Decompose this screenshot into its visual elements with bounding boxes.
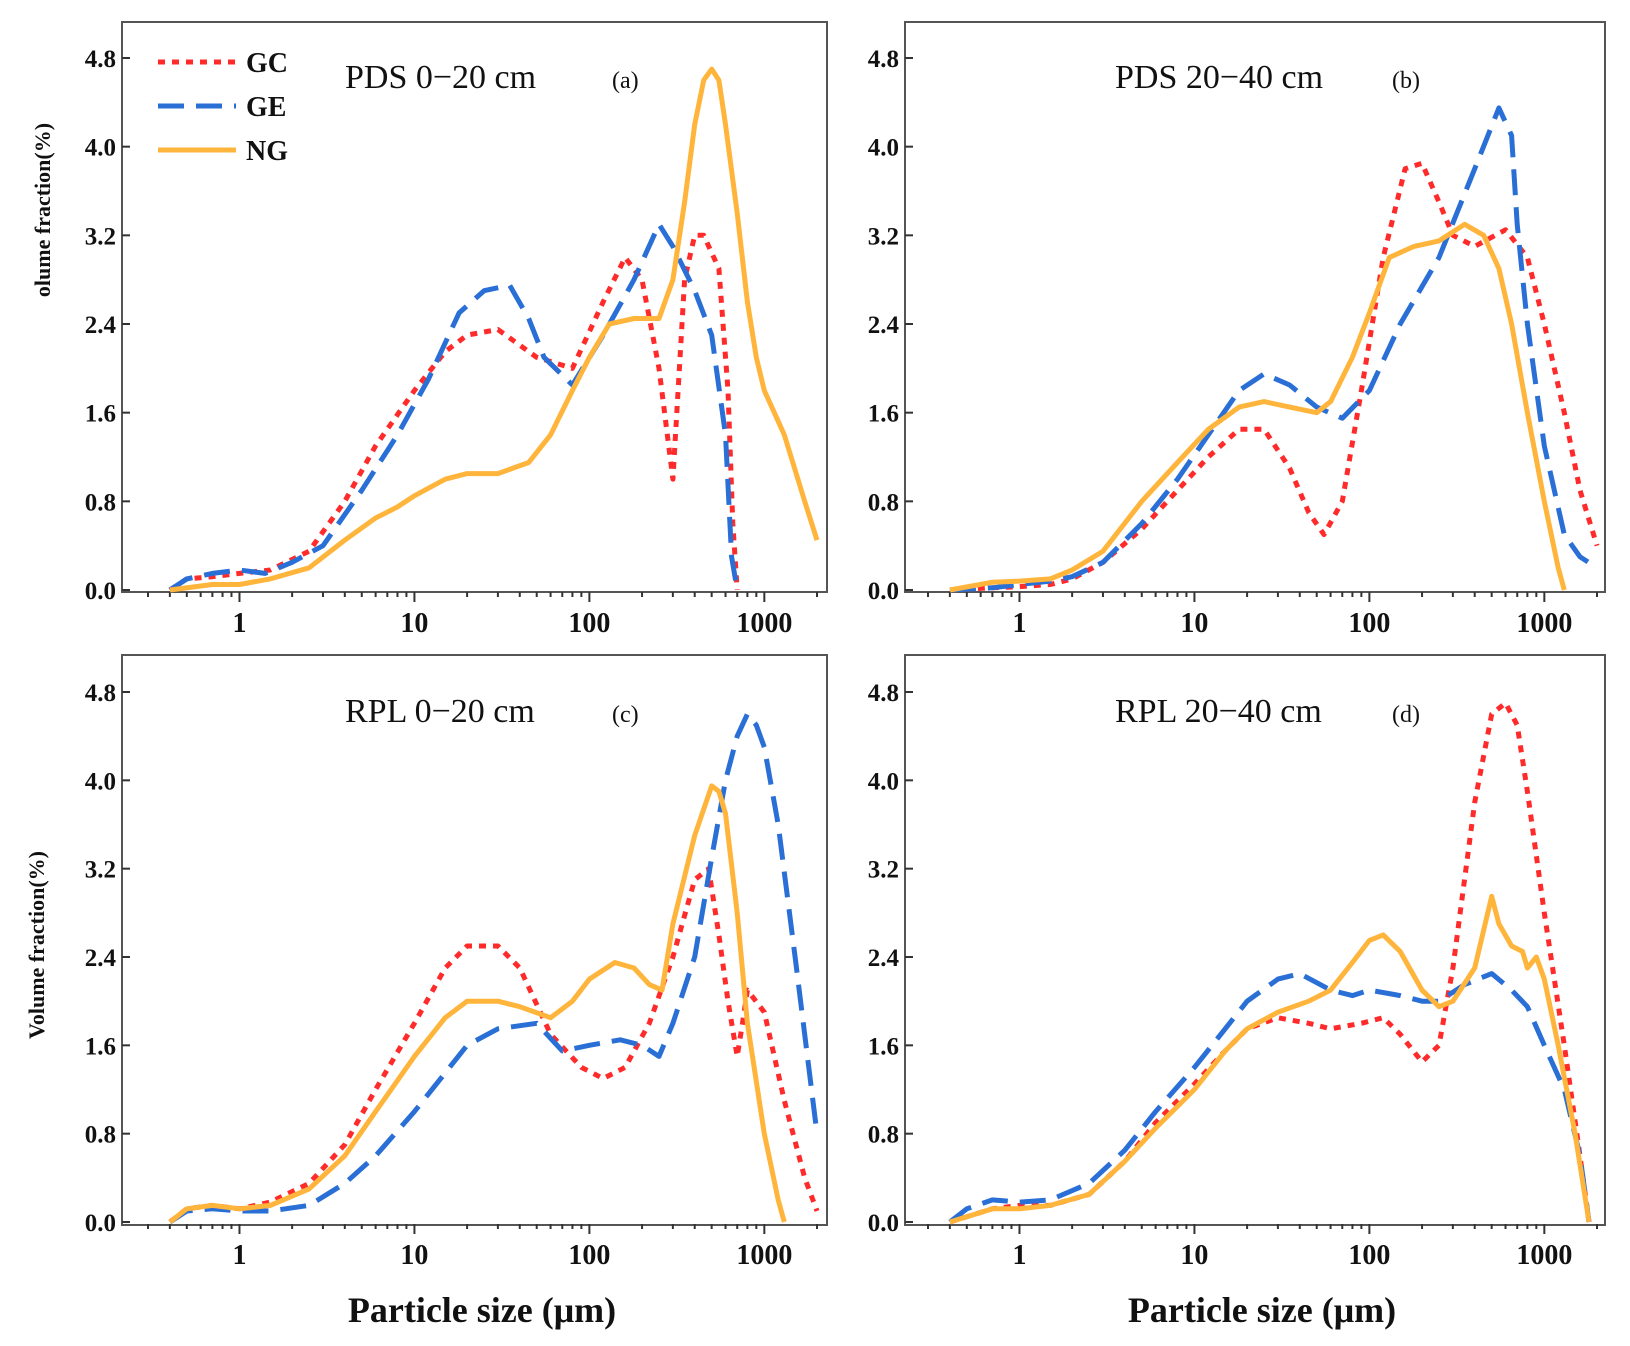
panel-c-title: RPL 0−20 cm <box>345 693 535 730</box>
panel-a-ytick-label: 3.2 <box>85 223 116 250</box>
panel-c-series <box>168 711 820 1225</box>
panel-b-xtick-label: 10 <box>1180 608 1208 639</box>
panel-b-ytick-label: 0.8 <box>868 489 899 516</box>
panel-b: 0.0 0.8 1.6 2.4 3.2 4.0 4.8 1 10 100 1000 PDS 20−… <box>868 21 1606 639</box>
panel-d: 0.0 0.8 1.6 2.4 3.2 4.0 4.8 1 10 100 1000 RPL 20−… <box>868 654 1606 1330</box>
panel-a-series <box>168 66 820 593</box>
panel-c-xtick-label: 100 <box>568 1240 610 1271</box>
panel-a-xtick-label: 100 <box>568 608 610 639</box>
panel-b-ytick-label: 3.2 <box>868 223 899 250</box>
panel-b-series <box>949 105 1600 593</box>
panel-d-series <box>948 700 1592 1225</box>
panel-a-series-ge <box>168 221 740 593</box>
panel-a-xtick-label: 10 <box>400 608 428 639</box>
panel-b-x-ticks: 1 10 100 1000 <box>927 592 1598 639</box>
panel-a-x-ticks: 1 10 100 1000 <box>147 592 818 639</box>
legend-label-ge: GE <box>246 92 286 123</box>
panel-c-series-ge <box>168 711 820 1225</box>
panel-b-ytick-label: 2.4 <box>868 312 900 339</box>
panel-d-ytick-label: 0.8 <box>868 1122 899 1149</box>
panel-a-xtick-label: 1000 <box>736 608 792 639</box>
panel-a-series-ng <box>169 66 820 593</box>
panel-b-series-ng <box>949 221 1567 593</box>
panel-a-y-ticks: 0.0 0.8 1.6 2.4 3.2 4.0 4.8 <box>85 46 130 605</box>
panel-c-ytick-label: 1.6 <box>85 1033 116 1060</box>
panel-d-xtick-label: 1 <box>1012 1240 1026 1271</box>
panel-a: 0.0 0.8 1.6 2.4 3.2 4.0 4.8 1 10 100 1000 PDS 0−2… <box>30 21 828 639</box>
panel-a-series-gc <box>168 232 740 593</box>
panel-a-ytick-label: 1.6 <box>85 401 116 428</box>
panel-c-x-ticks: 1 10 100 1000 <box>147 1224 818 1271</box>
panel-c: 0.0 0.8 1.6 2.4 3.2 4.0 4.8 1 10 100 1000 RPL 0−2… <box>24 654 828 1330</box>
panel-b-ytick-label: 1.6 <box>868 401 899 428</box>
panel-d-letter: (d) <box>1392 702 1420 728</box>
panel-c-xtick-label: 1 <box>232 1240 246 1271</box>
panel-d-series-ng <box>949 893 1592 1225</box>
panel-c-ytick-label: 4.8 <box>85 680 116 707</box>
panel-a-ytick-label: 2.4 <box>85 312 117 339</box>
panel-d-ytick-label: 2.4 <box>868 945 900 972</box>
panel-c-series-ng <box>168 783 787 1224</box>
panel-c-ytick-label: 2.4 <box>85 945 117 972</box>
panel-b-title: PDS 20−40 cm <box>1115 59 1323 96</box>
panel-b-xtick-label: 1 <box>1012 608 1026 639</box>
panel-a-ytick-label: 4.8 <box>85 46 116 73</box>
legend-label-gc: GC <box>246 48 288 79</box>
panel-b-frame <box>904 21 1606 593</box>
panel-c-ytick-label: 4.0 <box>85 768 116 795</box>
panel-d-frame <box>904 654 1606 1226</box>
panel-b-xtick-label: 1000 <box>1516 608 1572 639</box>
panel-a-ytick-label: 0.0 <box>85 578 116 605</box>
panel-d-ytick-label: 1.6 <box>868 1033 899 1060</box>
panel-b-letter: (b) <box>1392 68 1420 94</box>
panel-d-series-ge <box>948 971 1592 1224</box>
panel-c-xtick-label: 10 <box>400 1240 428 1271</box>
panel-d-ytick-label: 0.0 <box>868 1210 899 1237</box>
panel-d-ytick-label: 4.0 <box>868 768 899 795</box>
panel-d-xtick-label: 10 <box>1180 1240 1208 1271</box>
panel-b-y-ticks: 0.0 0.8 1.6 2.4 3.2 4.0 4.8 <box>868 46 913 605</box>
panel-d-xlabel: Particle size (μm) <box>1128 1290 1396 1330</box>
panel-d-ytick-label: 4.8 <box>868 680 899 707</box>
panel-a-xtick-label: 1 <box>232 608 246 639</box>
panel-b-series-ge <box>949 105 1599 593</box>
panel-a-ytick-label: 0.8 <box>85 489 116 516</box>
panel-d-ytick-label: 3.2 <box>868 857 899 884</box>
panel-d-y-ticks: 0.0 0.8 1.6 2.4 3.2 4.0 4.8 <box>868 680 913 1237</box>
panel-a-ylabel: olume fraction(%) <box>30 123 55 297</box>
panel-a-frame <box>121 21 828 593</box>
panel-b-ytick-label: 0.0 <box>868 578 899 605</box>
panel-a-ytick-label: 4.0 <box>85 135 116 162</box>
panel-c-letter: (c) <box>612 702 639 728</box>
panel-c-y-ticks: 0.0 0.8 1.6 2.4 3.2 4.0 4.8 <box>85 680 130 1237</box>
panel-d-xtick-label: 1000 <box>1516 1240 1572 1271</box>
legend-label-ng: NG <box>246 136 288 167</box>
panel-c-ytick-label: 3.2 <box>85 857 116 884</box>
panel-c-series-gc <box>168 866 820 1224</box>
legend: GC GE NG <box>158 48 288 167</box>
panel-a-title: PDS 0−20 cm <box>345 59 536 96</box>
panel-c-ytick-label: 0.8 <box>85 1122 116 1149</box>
panel-b-ytick-label: 4.0 <box>868 135 899 162</box>
panel-c-ytick-label: 0.0 <box>85 1210 116 1237</box>
panel-d-title: RPL 20−40 cm <box>1115 693 1322 730</box>
panel-c-xtick-label: 1000 <box>736 1240 792 1271</box>
panel-b-xtick-label: 100 <box>1348 608 1390 639</box>
panel-d-xtick-label: 100 <box>1348 1240 1390 1271</box>
panel-a-letter: (a) <box>612 68 639 94</box>
panel-b-ytick-label: 4.8 <box>868 46 899 73</box>
panel-c-xlabel: Particle size (μm) <box>348 1290 616 1330</box>
panel-d-x-ticks: 1 10 100 1000 <box>927 1224 1598 1271</box>
panel-c-frame <box>121 654 828 1226</box>
panel-c-ylabel: Volume fraction(%) <box>24 851 49 1039</box>
